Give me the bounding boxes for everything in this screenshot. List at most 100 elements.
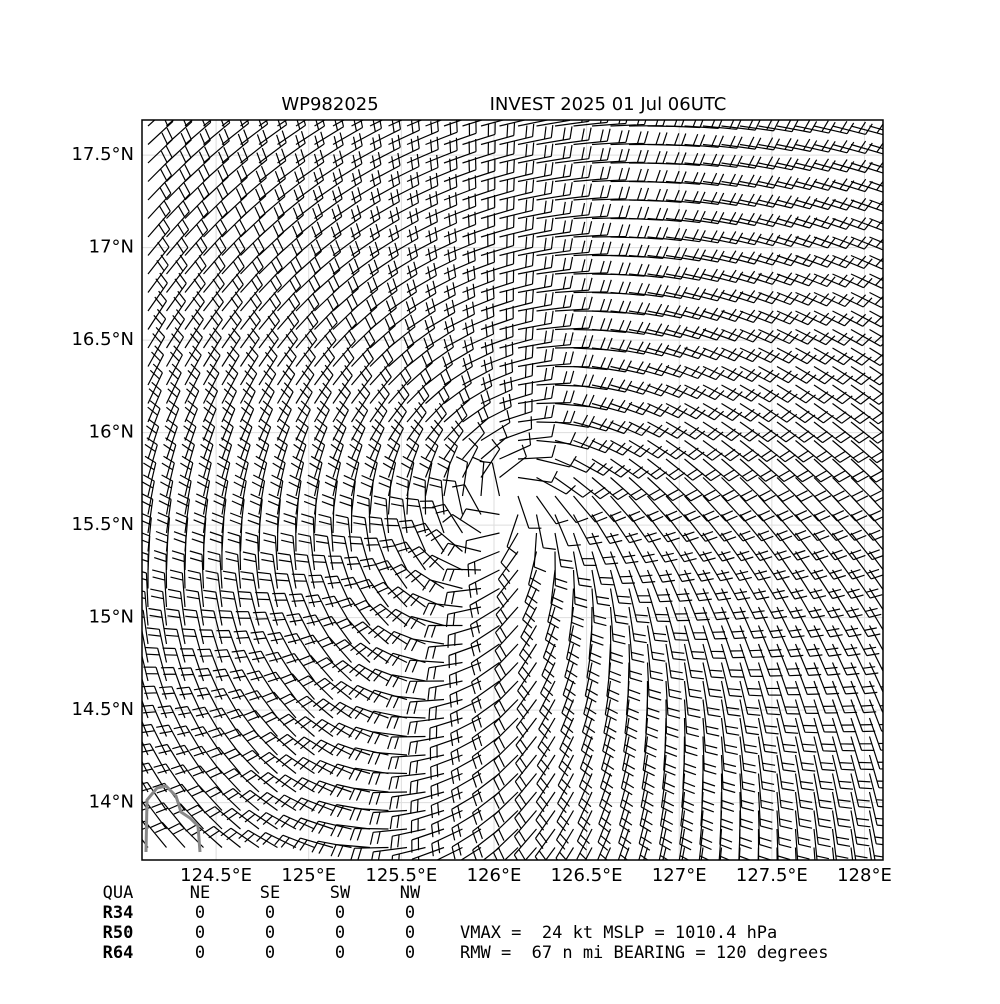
- wind-barb: [702, 365, 743, 382]
- wind-barb: [813, 736, 835, 772]
- wind-barb: [547, 588, 561, 629]
- wind-barb: [776, 699, 799, 734]
- table-cell: 0: [405, 943, 415, 963]
- wind-barb: [795, 215, 836, 230]
- wind-barb: [369, 152, 401, 183]
- wind-barb: [258, 166, 286, 201]
- wind-barb: [832, 403, 871, 424]
- wind-barb: [610, 206, 650, 220]
- x-tick-label: 124.5°E: [180, 865, 252, 886]
- wind-barb: [628, 245, 669, 259]
- wind-barb: [665, 551, 695, 583]
- wind-barb: [554, 258, 593, 275]
- wind-barb: [443, 229, 476, 257]
- wind-barb: [795, 120, 836, 134]
- wind-barb: [665, 286, 707, 301]
- wind-barb: [757, 680, 780, 716]
- wind-barb: [388, 153, 420, 183]
- wind-barb: [776, 176, 818, 191]
- wind-barb: [314, 346, 336, 386]
- wind-barb: [368, 791, 408, 805]
- wind-barb: [794, 847, 797, 860]
- wind-barb: [499, 289, 534, 312]
- wind-barb: [480, 425, 508, 460]
- wind-barb: [462, 121, 496, 146]
- wind-barb: [153, 550, 168, 589]
- wind-barb: [499, 326, 534, 349]
- wind-barb: [683, 606, 708, 640]
- wind-barb: [425, 643, 463, 660]
- wind-barb: [314, 186, 343, 219]
- wind-barb: [758, 195, 799, 209]
- wind-barb: [330, 844, 371, 858]
- wind-barb: [369, 348, 394, 386]
- wind-barb: [868, 736, 883, 770]
- wind-barb: [406, 209, 438, 238]
- wind-barb: [332, 120, 345, 127]
- wind-barb: [240, 147, 268, 182]
- wind-barb: [739, 699, 759, 736]
- wind-barb: [721, 384, 762, 402]
- wind-barb: [295, 257, 322, 293]
- wind-barb: [628, 643, 643, 683]
- wind-barb: [832, 121, 873, 135]
- wind-barb: [702, 717, 718, 756]
- wind-barb: [184, 272, 206, 312]
- wind-barb: [431, 809, 463, 838]
- wind-barb: [388, 135, 420, 164]
- wind-barb: [413, 476, 427, 515]
- wind-barb: [147, 381, 162, 423]
- wind-barb: [445, 606, 482, 627]
- wind-barb: [628, 226, 669, 240]
- wind-barb: [147, 290, 168, 330]
- wind-barb: [294, 736, 334, 756]
- wind-barb: [850, 773, 872, 809]
- wind-barb: [293, 777, 334, 793]
- wind-barb: [610, 187, 650, 201]
- wind-barb: [444, 587, 482, 606]
- wind-barb: [142, 819, 149, 830]
- wind-barb: [425, 246, 457, 275]
- table-header: NW: [400, 883, 421, 903]
- wind-barb: [375, 560, 408, 589]
- wind-barb: [369, 134, 401, 164]
- wind-barb: [538, 699, 556, 740]
- wind-barb: [556, 791, 575, 832]
- wind-barb: [462, 194, 496, 220]
- wind-barb: [628, 569, 653, 603]
- wind-barb: [572, 514, 603, 545]
- wind-barb: [276, 382, 294, 423]
- wind-barb: [274, 794, 315, 812]
- wind-barb: [776, 347, 817, 365]
- wind-barb: [187, 569, 205, 608]
- wind-barb: [406, 419, 424, 460]
- wind-barb: [591, 379, 633, 393]
- wind-barb: [850, 458, 883, 483]
- wind-barb: [739, 347, 780, 363]
- wind-barb: [407, 546, 445, 571]
- wind-barb: [522, 588, 538, 629]
- wind-barb: [412, 522, 445, 552]
- wind-barb: [480, 196, 515, 220]
- wind-barb: [702, 551, 733, 582]
- wind-barb: [665, 606, 688, 641]
- wind-barb: [573, 357, 613, 371]
- wind-barb: [277, 167, 305, 201]
- wind-barb: [564, 643, 578, 685]
- wind-barb: [258, 328, 279, 367]
- wind-barb: [142, 760, 149, 774]
- wind-barb: [258, 400, 274, 441]
- wind-barb: [647, 170, 687, 184]
- wind-barb: [249, 493, 263, 534]
- wind-barb: [573, 418, 614, 432]
- wind-barb: [269, 612, 297, 645]
- wind-barb: [832, 273, 873, 289]
- wind-barb: [256, 812, 297, 830]
- title: INVEST 2025 01 Jul 06UTC: [490, 94, 727, 115]
- wind-barb: [868, 754, 883, 789]
- wind-barb: [665, 643, 684, 681]
- wind-barb: [295, 695, 334, 719]
- wind-barb: [448, 661, 482, 688]
- wind-barb: [184, 120, 194, 127]
